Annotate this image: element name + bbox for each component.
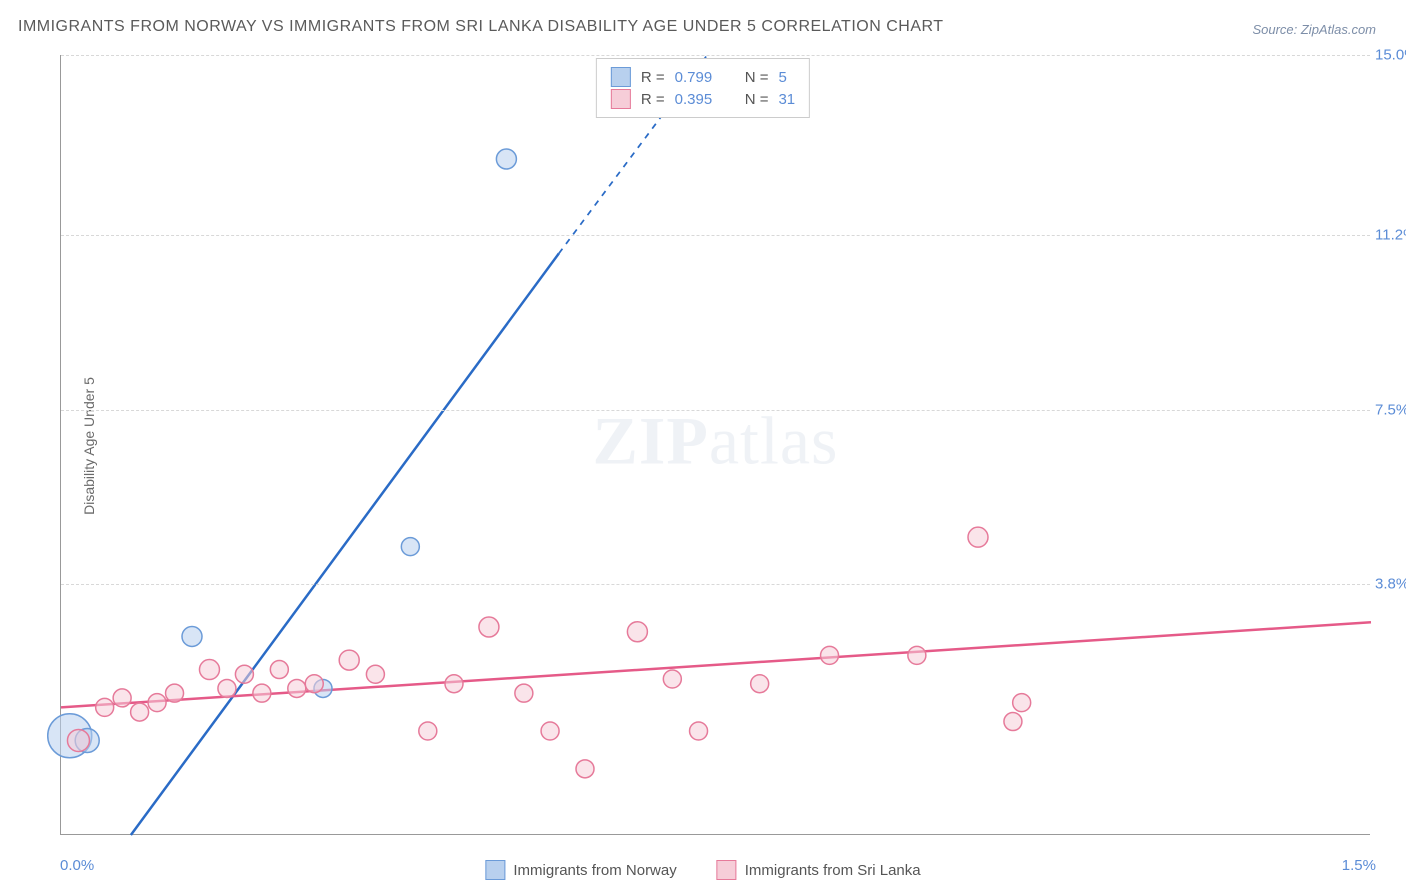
legend-r-value: 0.395 — [675, 91, 713, 108]
regression-line — [131, 254, 559, 835]
series-legend-item: Immigrants from Norway — [485, 860, 676, 880]
legend-swatch-icon — [717, 860, 737, 880]
series-legend: Immigrants from Norway Immigrants from Sr… — [485, 860, 920, 880]
data-point — [515, 684, 533, 702]
grid-line — [61, 235, 1370, 236]
legend-row: R = 0.395 N = 31 — [611, 89, 795, 109]
legend-n-value: 5 — [778, 69, 786, 86]
data-point — [199, 660, 219, 680]
data-point — [751, 675, 769, 693]
chart-svg — [61, 55, 1370, 834]
data-point — [445, 675, 463, 693]
grid-line — [61, 55, 1370, 56]
chart-title: IMMIGRANTS FROM NORWAY VS IMMIGRANTS FRO… — [18, 18, 944, 36]
y-tick-label: 11.2% — [1375, 226, 1406, 243]
data-point — [148, 694, 166, 712]
data-point — [288, 679, 306, 697]
data-point — [576, 760, 594, 778]
plot-area: ZIPatlas 15.0%11.2%7.5%3.8% — [60, 55, 1370, 835]
data-point — [270, 661, 288, 679]
data-point — [968, 527, 988, 547]
data-point — [235, 665, 253, 683]
data-point — [541, 722, 559, 740]
series-legend-label: Immigrants from Sri Lanka — [745, 862, 921, 879]
data-point — [253, 684, 271, 702]
legend-r-label: R = — [641, 91, 665, 108]
data-point — [1004, 713, 1022, 731]
data-point — [479, 617, 499, 637]
data-point — [182, 626, 202, 646]
data-point — [113, 689, 131, 707]
x-axis-max-label: 1.5% — [1342, 857, 1376, 874]
x-axis-min-label: 0.0% — [60, 857, 94, 874]
data-point — [401, 538, 419, 556]
data-point — [96, 698, 114, 716]
grid-line — [61, 410, 1370, 411]
correlation-legend: R = 0.799 N = 5R = 0.395 N = 31 — [596, 58, 810, 118]
data-point — [1013, 694, 1031, 712]
legend-row: R = 0.799 N = 5 — [611, 67, 795, 87]
legend-swatch-icon — [611, 67, 631, 87]
data-point — [67, 729, 89, 751]
data-point — [339, 650, 359, 670]
legend-n-value: 31 — [778, 91, 795, 108]
source-attribution: Source: ZipAtlas.com — [1252, 22, 1376, 37]
grid-line — [61, 584, 1370, 585]
data-point — [218, 679, 236, 697]
data-point — [166, 684, 184, 702]
data-point — [908, 646, 926, 664]
data-point — [627, 622, 647, 642]
data-point — [821, 646, 839, 664]
data-point — [366, 665, 384, 683]
y-tick-label: 7.5% — [1375, 401, 1406, 418]
data-point — [663, 670, 681, 688]
data-point — [496, 149, 516, 169]
data-point — [131, 703, 149, 721]
data-point — [690, 722, 708, 740]
legend-swatch-icon — [485, 860, 505, 880]
data-point — [305, 675, 323, 693]
data-point — [419, 722, 437, 740]
series-legend-item: Immigrants from Sri Lanka — [717, 860, 921, 880]
chart-container: IMMIGRANTS FROM NORWAY VS IMMIGRANTS FRO… — [0, 0, 1406, 892]
y-tick-label: 15.0% — [1375, 47, 1406, 64]
legend-r-label: R = — [641, 69, 665, 86]
legend-swatch-icon — [611, 89, 631, 109]
y-tick-label: 3.8% — [1375, 576, 1406, 593]
legend-n-label: N = — [745, 69, 769, 86]
series-legend-label: Immigrants from Norway — [513, 862, 676, 879]
legend-n-label: N = — [745, 91, 769, 108]
legend-r-value: 0.799 — [675, 69, 713, 86]
